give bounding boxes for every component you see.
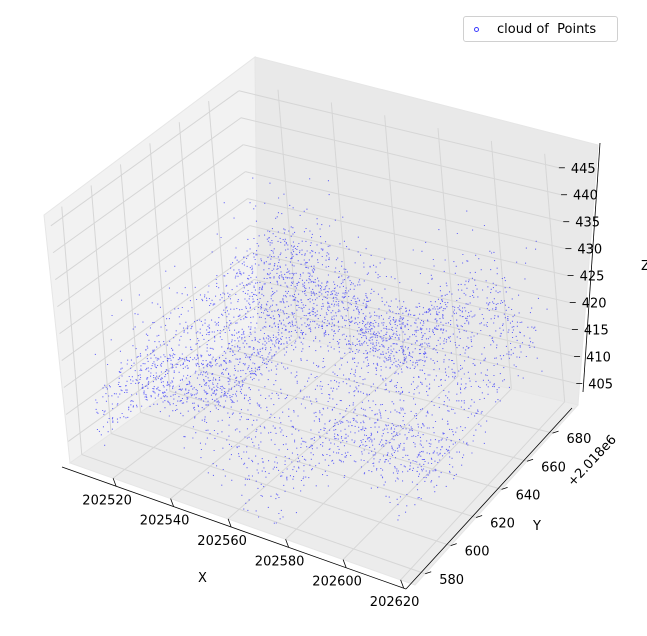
z-tick-label: 435 <box>575 216 600 231</box>
grid-line <box>251 252 573 331</box>
x-tick-label: 202580 <box>255 554 305 569</box>
z-axis-line <box>582 142 601 393</box>
grid-line <box>67 306 257 442</box>
grid-line <box>285 375 459 540</box>
grid-line <box>342 388 512 560</box>
x-tick-mark <box>400 579 404 589</box>
grid-line <box>227 362 405 520</box>
x-tick-label: 202620 <box>370 595 420 610</box>
grid-lines <box>50 89 577 581</box>
grid-line <box>149 143 171 392</box>
grid-line <box>277 89 299 338</box>
x-tick-mark <box>227 518 232 528</box>
pane-floor <box>68 327 579 586</box>
y-tick-label: 660 <box>541 460 566 475</box>
y-tick-mark <box>425 571 432 575</box>
x-tick-mark <box>170 498 174 507</box>
x-tick-label: 202600 <box>312 575 362 590</box>
y-tick-mark <box>552 430 559 434</box>
grid-line <box>110 432 451 547</box>
y-tick-mark <box>526 458 534 462</box>
grid-line <box>61 206 83 455</box>
grid-line <box>61 225 251 361</box>
z-tick-label: 415 <box>584 324 609 339</box>
grid-line <box>50 90 240 227</box>
grid-line <box>112 337 299 479</box>
legend-label: cloud of Points <box>497 21 597 37</box>
grid-line <box>59 198 248 335</box>
grid-line <box>199 369 528 462</box>
grid-line <box>120 164 141 413</box>
y-axis-line <box>405 407 573 590</box>
grid-line <box>140 411 477 518</box>
z-tick-label: 410 <box>586 350 611 365</box>
grid-line <box>330 102 352 351</box>
x-axis-label: X <box>198 571 207 586</box>
grid-line <box>81 454 426 575</box>
y-tick-label: 620 <box>490 517 515 532</box>
x-tick-mark <box>112 478 117 487</box>
y-tick-label: 580 <box>439 573 464 588</box>
y-tick-mark <box>501 486 508 490</box>
x-ticks: 202520 202540 202560 202580 202600 202620 <box>82 478 419 610</box>
y-axis-label: Y <box>532 519 541 534</box>
y-tick-mark <box>475 515 483 518</box>
y-tick-mark <box>450 543 457 547</box>
grid-line <box>247 198 568 277</box>
y-tick-label: 640 <box>516 488 541 503</box>
grid-line <box>57 171 246 308</box>
z-tick-label: 425 <box>580 270 605 285</box>
grid-line <box>54 144 244 281</box>
grid-line <box>238 90 559 169</box>
grid-line <box>256 305 577 384</box>
grid-line <box>437 128 459 377</box>
grid-line <box>253 278 575 357</box>
grid-line <box>243 144 564 223</box>
grid-line <box>63 252 253 388</box>
grid-line <box>52 117 242 254</box>
z-tick-label: 440 <box>573 189 598 204</box>
grid-line <box>65 279 255 415</box>
z-tick-label: 445 <box>571 162 596 177</box>
y-tick-label: 680 <box>567 432 592 447</box>
x-tick-label: 202560 <box>197 534 247 549</box>
grid-line <box>544 153 566 402</box>
grid-line <box>240 117 562 196</box>
legend-marker-icon <box>474 26 479 32</box>
x-tick-mark <box>285 539 289 548</box>
z-tick-label: 405 <box>588 377 613 392</box>
z-tick-label: 430 <box>577 243 602 258</box>
y-tick-label: 600 <box>465 545 490 560</box>
grid-line <box>178 122 200 371</box>
grid-line <box>170 350 352 499</box>
z-ticks: 405 410 415 420 425 430 435 440 445 <box>558 162 613 392</box>
x-axis-line <box>61 466 407 590</box>
x-tick-label: 202540 <box>140 514 190 529</box>
grid-line <box>490 140 512 389</box>
z-tick-label: 420 <box>582 297 607 312</box>
grid-line <box>249 225 570 304</box>
grid-line <box>384 115 406 364</box>
cloud-points <box>94 177 548 524</box>
x-tick-label: 202520 <box>82 493 132 508</box>
point-cloud <box>94 177 548 524</box>
grid-line <box>245 171 566 250</box>
grid-line <box>400 401 566 581</box>
z-axis-label: Z <box>641 259 647 274</box>
x-tick-mark <box>342 559 347 568</box>
grid-line <box>208 101 230 350</box>
grid-line <box>169 390 502 490</box>
grid-line <box>228 348 553 434</box>
grid-line <box>90 185 112 434</box>
legend: cloud of Points <box>463 16 618 42</box>
